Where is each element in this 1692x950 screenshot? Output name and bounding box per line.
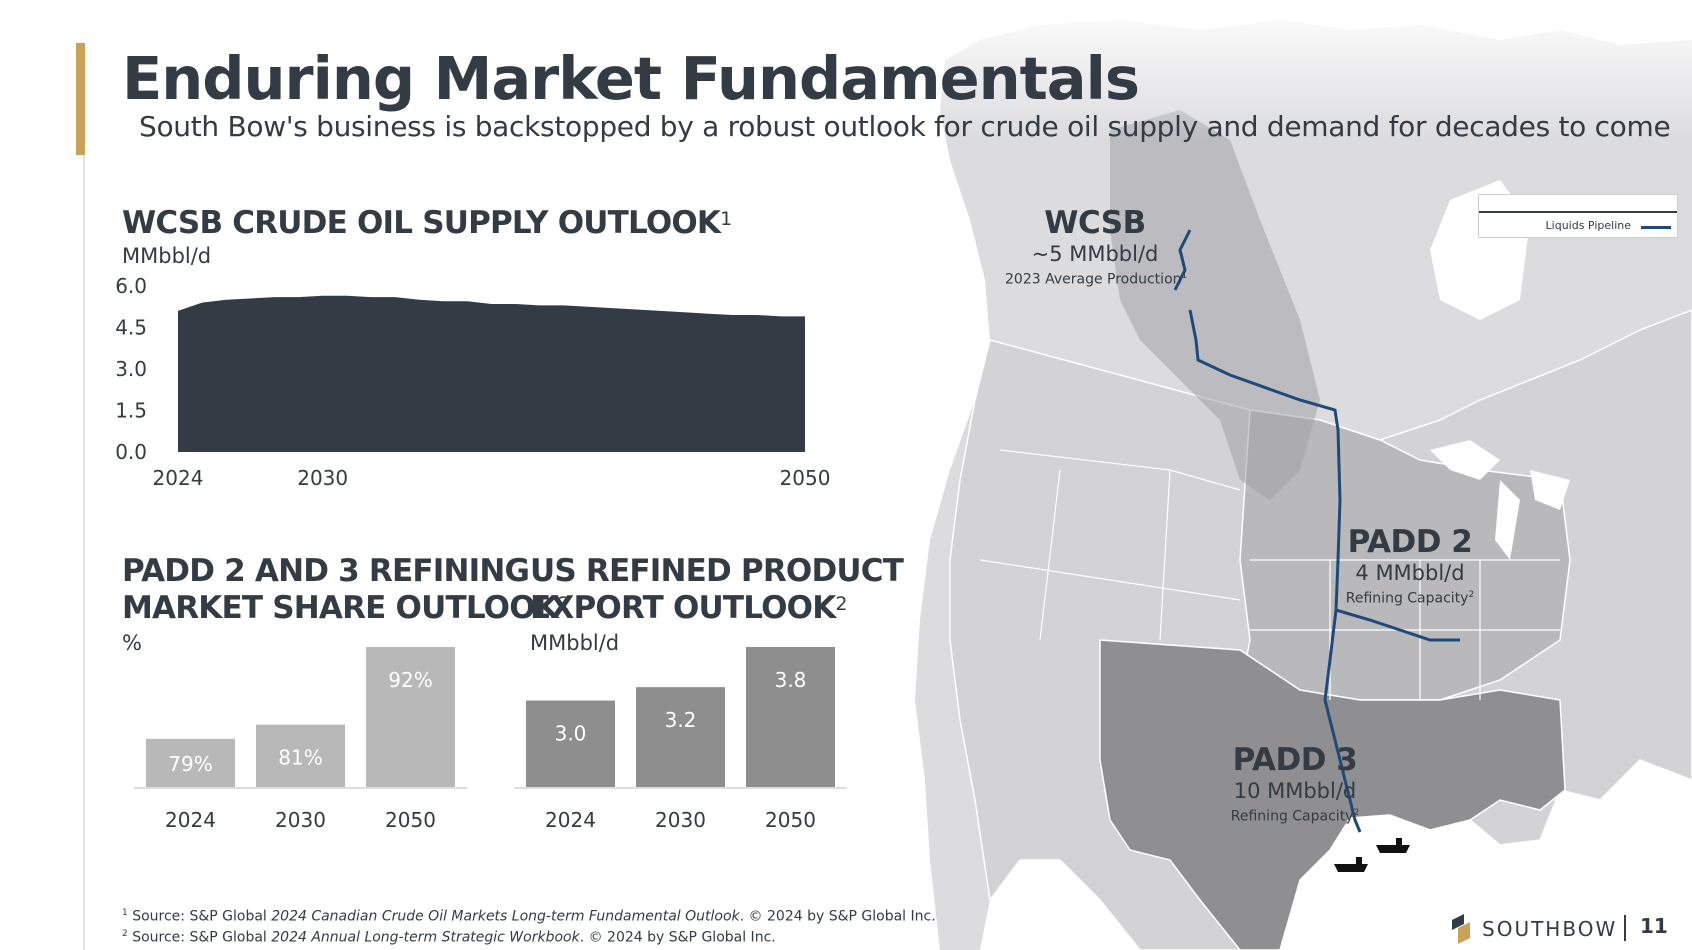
tanker-icon	[1334, 857, 1368, 872]
page-number-separator	[1624, 915, 1626, 941]
export-bar	[526, 700, 615, 787]
export-data-label: 3.2	[665, 708, 697, 732]
southbow-logo: SOUTHBOW	[1448, 914, 1617, 944]
region-padd3-note: Refining Capacity2	[1230, 808, 1360, 825]
padd-data-label: 81%	[278, 746, 322, 770]
wcsb-y-tick-label: 6.0	[115, 274, 147, 298]
page-number: 11	[1640, 914, 1668, 938]
padd-data-label: 92%	[388, 668, 432, 692]
footnote-1: 1 Source: S&P Global 2024 Canadian Crude…	[122, 908, 936, 925]
accent-bar	[76, 43, 85, 155]
page-title: Enduring Market Fundamentals	[122, 44, 1140, 113]
wcsb-y-tick-label: 0.0	[115, 440, 147, 464]
legend-top-rule	[1479, 211, 1677, 213]
wcsb-area-series	[178, 295, 805, 452]
export-data-label: 3.8	[775, 668, 807, 692]
wcsb-x-tick-label: 2024	[153, 466, 204, 490]
region-padd3-value: 10 MMbbl/d	[1233, 779, 1357, 803]
map-legend: Liquids Pipeline	[1478, 194, 1678, 238]
wcsb-y-tick-label: 4.5	[115, 316, 147, 340]
keystone-pipeline-east	[1335, 608, 1460, 642]
export-x-tick-label: 2050	[765, 808, 816, 832]
region-padd3-name: PADD 3	[1232, 742, 1358, 778]
wcsb-y-tick-label: 3.0	[115, 357, 147, 381]
padd-x-tick-label: 2024	[165, 808, 216, 832]
wcsb-chart-heading: WCSB CRUDE OIL SUPPLY OUTLOOK1	[122, 205, 732, 241]
export-bar	[746, 647, 835, 787]
footnote-2: 2 Source: S&P Global 2024 Annual Long-te…	[122, 928, 776, 946]
region-padd2-value: 4 MMbbl/d	[1355, 561, 1465, 585]
export-bar	[636, 687, 725, 787]
region-padd2-name: PADD 2	[1347, 524, 1473, 560]
region-wcsb: WCSB ~5 MMbbl/d 2023 Average Production1	[1005, 205, 1188, 289]
export-data-label: 3.0	[555, 722, 587, 746]
padd-bar	[366, 647, 455, 787]
wcsb-y-tick-label: 1.5	[115, 399, 147, 423]
export-chart-heading: US REFINED PRODUCT EXPORT OUTLOOK2	[530, 553, 904, 626]
padd-chart-unit: %	[122, 631, 142, 655]
padd-bar	[146, 738, 235, 787]
padd-data-label: 79%	[168, 752, 212, 776]
export-x-tick-label: 2024	[545, 808, 596, 832]
great-lakes	[1430, 440, 1570, 560]
tanker-icon	[1376, 838, 1410, 853]
keystone-pipeline-north	[1173, 229, 1192, 291]
wcsb-basin	[1110, 110, 1320, 500]
padd-x-tick-label: 2030	[275, 808, 326, 832]
export-x-tick-label: 2030	[655, 808, 706, 832]
legend-label: Liquids Pipeline	[1545, 219, 1631, 232]
footnotes: 1 Source: S&P Global 2024 Canadian Crude…	[122, 905, 936, 946]
padd-chart-heading: PADD 2 AND 3 REFINING MARKET SHARE OUTLOO…	[122, 553, 570, 626]
region-wcsb-name: WCSB	[1044, 205, 1146, 241]
region-wcsb-value: ~5 MMbbl/d	[1031, 242, 1159, 266]
state-borders	[979, 449, 1560, 700]
padd-bar	[256, 724, 345, 787]
export-chart-unit: MMbbl/d	[530, 631, 620, 655]
southbow-logo-icon	[1452, 914, 1470, 944]
export-chart: 3.0 2024 3.2 2030 3.8 2050	[514, 647, 847, 832]
region-padd3: PADD 3 10 MMbbl/d Refining Capacity2	[1230, 742, 1360, 826]
padd-x-tick-label: 2050	[385, 808, 436, 832]
left-rule	[83, 155, 85, 950]
region-padd2: PADD 2 4 MMbbl/d Refining Capacity2	[1340, 524, 1480, 608]
page-subtitle: South Bow's business is backstopped by a…	[139, 110, 1671, 143]
region-wcsb-note: 2023 Average Production1	[1005, 271, 1188, 288]
wcsb-x-tick-label: 2050	[780, 466, 831, 490]
padd-chart: 79% 2024 81% 2030 92% 2050	[134, 647, 467, 832]
padd3-region	[1099, 639, 1566, 950]
keystone-pipeline	[1188, 309, 1362, 833]
legend-pipeline-swatch	[1641, 226, 1671, 229]
wcsb-chart-unit: MMbbl/d	[122, 244, 212, 268]
logo-wordmark: SOUTHBOW	[1482, 917, 1618, 941]
wcsb-x-tick-label: 2030	[297, 466, 348, 490]
wcsb-chart: 0.0 1.5 3.0 4.5 6.0 2024 2030 2050	[115, 274, 831, 490]
region-padd2-note: Refining Capacity2	[1345, 590, 1475, 607]
